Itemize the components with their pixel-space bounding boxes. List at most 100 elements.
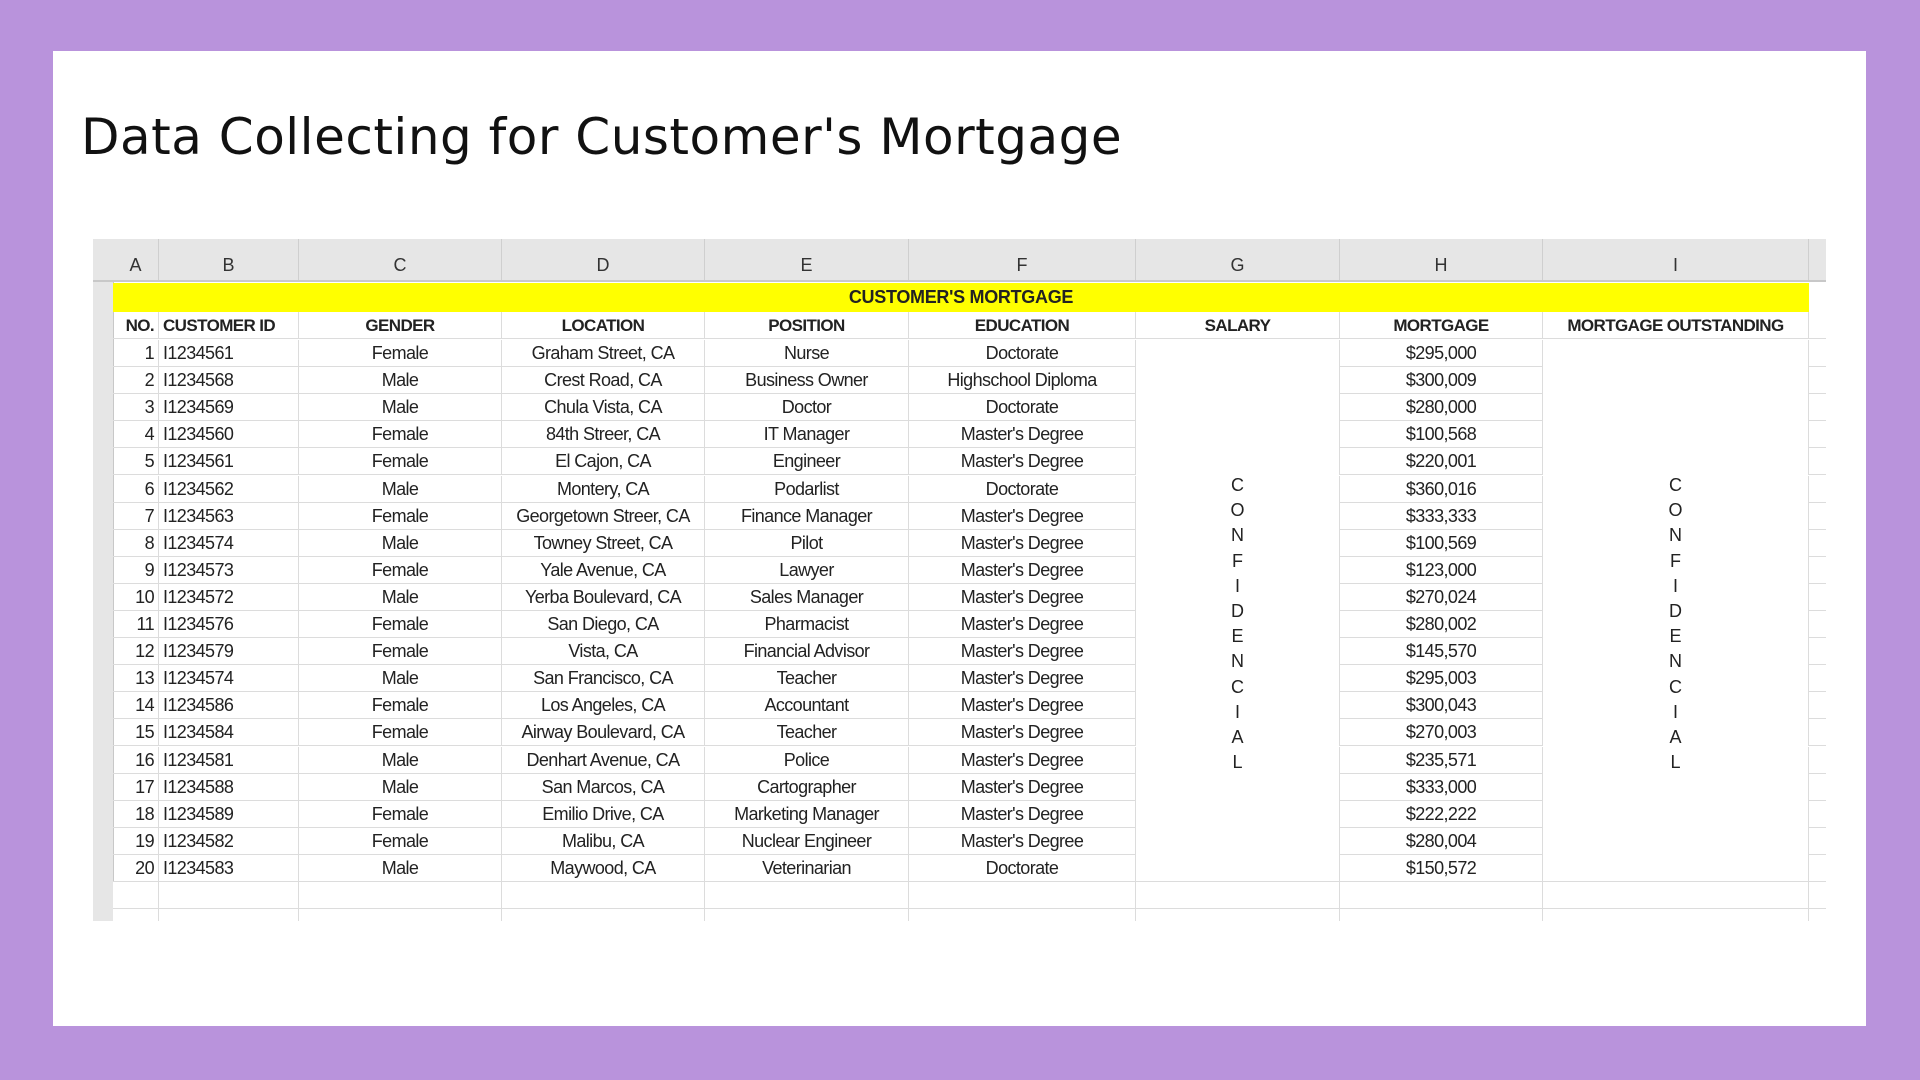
cell-position[interactable]: Podarlist: [705, 475, 909, 503]
cell-gender[interactable]: Female: [299, 502, 502, 530]
cell-no[interactable]: 3: [113, 394, 159, 422]
cell-salary[interactable]: [1136, 611, 1340, 638]
cell-customer-id[interactable]: [159, 882, 299, 909]
cell-customer-id[interactable]: [159, 909, 299, 921]
cell-position[interactable]: Marketing Manager: [705, 800, 909, 828]
cell-education[interactable]: [909, 882, 1136, 909]
cell-location[interactable]: Vista, CA: [502, 638, 705, 666]
cell-salary[interactable]: [1136, 448, 1340, 476]
cell-position[interactable]: Cartographer: [705, 773, 909, 801]
cell-mortgage[interactable]: $360,016: [1340, 475, 1543, 503]
cell-customer-id[interactable]: I1234574: [159, 529, 299, 557]
cell-salary[interactable]: [1136, 909, 1340, 921]
cell-customer-id[interactable]: I1234568: [159, 367, 299, 395]
cell-customer-id[interactable]: I1234573: [159, 556, 299, 584]
cell-mortgage[interactable]: $333,000: [1340, 773, 1543, 801]
cell-location[interactable]: Montery, CA: [502, 475, 705, 503]
cell-customer-id[interactable]: I1234563: [159, 502, 299, 530]
cell-mortgage[interactable]: $270,024: [1340, 583, 1543, 611]
cell-customer-id[interactable]: I1234562: [159, 475, 299, 503]
cell-mortgage-outstanding[interactable]: [1543, 583, 1809, 611]
cell-salary[interactable]: [1136, 746, 1340, 774]
cell-no[interactable]: 4: [113, 421, 159, 449]
cell-salary[interactable]: [1136, 367, 1340, 395]
cell-gender[interactable]: Female: [299, 448, 502, 476]
cell-salary[interactable]: [1136, 421, 1340, 449]
cell-location[interactable]: Yale Avenue, CA: [502, 556, 705, 584]
cell-position[interactable]: Pharmacist: [705, 611, 909, 638]
cell-mortgage-outstanding[interactable]: [1543, 746, 1809, 774]
cell-education[interactable]: Master's Degree: [909, 665, 1136, 693]
cell-no[interactable]: 8: [113, 529, 159, 557]
cell-gender[interactable]: Female: [299, 340, 502, 367]
cell-salary[interactable]: [1136, 340, 1340, 367]
cell-position[interactable]: [705, 882, 909, 909]
cell-customer-id[interactable]: I1234579: [159, 638, 299, 666]
column-letter-i[interactable]: I: [1543, 239, 1809, 280]
cell-no[interactable]: 9: [113, 556, 159, 584]
cell-mortgage-outstanding[interactable]: MORTGAGE OUTSTANDING: [1543, 312, 1809, 339]
cell-customer-id[interactable]: CUSTOMER ID: [159, 312, 299, 339]
cell-education[interactable]: Doctorate: [909, 854, 1136, 882]
cell-education[interactable]: Master's Degree: [909, 800, 1136, 828]
cell-gender[interactable]: GENDER: [299, 312, 502, 339]
cell-mortgage[interactable]: MORTGAGE: [1340, 312, 1543, 339]
cell-mortgage[interactable]: $295,000: [1340, 340, 1543, 367]
cell-mortgage[interactable]: [1340, 882, 1543, 909]
cell-mortgage[interactable]: $280,002: [1340, 611, 1543, 638]
cell-location[interactable]: Chula Vista, CA: [502, 394, 705, 422]
cell-education[interactable]: [909, 909, 1136, 921]
cell-mortgage[interactable]: $100,569: [1340, 529, 1543, 557]
cell-salary[interactable]: [1136, 583, 1340, 611]
cell-education[interactable]: Master's Degree: [909, 529, 1136, 557]
cell-mortgage-outstanding[interactable]: [1543, 800, 1809, 828]
cell-customer-id[interactable]: I1234581: [159, 746, 299, 774]
cell-education[interactable]: Doctorate: [909, 475, 1136, 503]
cell-no[interactable]: 12: [113, 638, 159, 666]
cell-no[interactable]: 7: [113, 502, 159, 530]
column-letter-b[interactable]: B: [159, 239, 299, 280]
cell-no[interactable]: 11: [113, 611, 159, 638]
cell-gender[interactable]: Male: [299, 529, 502, 557]
cell-mortgage-outstanding[interactable]: [1543, 611, 1809, 638]
cell-position[interactable]: Teacher: [705, 665, 909, 693]
cell-no[interactable]: 10: [113, 583, 159, 611]
cell-mortgage[interactable]: $123,000: [1340, 556, 1543, 584]
cell-customer-id[interactable]: I1234582: [159, 827, 299, 855]
cell-gender[interactable]: Female: [299, 611, 502, 638]
cell-gender[interactable]: Male: [299, 394, 502, 422]
cell-customer-id[interactable]: I1234561: [159, 340, 299, 367]
cell-position[interactable]: Engineer: [705, 448, 909, 476]
cell-customer-id[interactable]: I1234574: [159, 665, 299, 693]
cell-salary[interactable]: [1136, 556, 1340, 584]
cell-position[interactable]: Sales Manager: [705, 583, 909, 611]
cell-gender[interactable]: Female: [299, 800, 502, 828]
cell-no[interactable]: 19: [113, 827, 159, 855]
cell-mortgage-outstanding[interactable]: [1543, 502, 1809, 530]
cell-location[interactable]: Maywood, CA: [502, 854, 705, 882]
cell-gender[interactable]: Female: [299, 719, 502, 747]
cell-no[interactable]: 18: [113, 800, 159, 828]
cell-customer-id[interactable]: I1234588: [159, 773, 299, 801]
column-letter-f[interactable]: F: [909, 239, 1136, 280]
cell-customer-id[interactable]: I1234586: [159, 692, 299, 720]
cell-education[interactable]: Master's Degree: [909, 773, 1136, 801]
column-letter-g[interactable]: G: [1136, 239, 1340, 280]
cell-mortgage-outstanding[interactable]: [1543, 692, 1809, 720]
cell-education[interactable]: Highschool Diploma: [909, 367, 1136, 395]
cell-location[interactable]: Towney Street, CA: [502, 529, 705, 557]
cell-salary[interactable]: [1136, 882, 1340, 909]
cell-gender[interactable]: Male: [299, 773, 502, 801]
cell-education[interactable]: Master's Degree: [909, 827, 1136, 855]
cell-position[interactable]: Nuclear Engineer: [705, 827, 909, 855]
cell-position[interactable]: Lawyer: [705, 556, 909, 584]
cell-location[interactable]: San Francisco, CA: [502, 665, 705, 693]
cell-location[interactable]: [502, 909, 705, 921]
cell-customer-id[interactable]: I1234560: [159, 421, 299, 449]
cell-location[interactable]: Los Angeles, CA: [502, 692, 705, 720]
cell-mortgage-outstanding[interactable]: [1543, 340, 1809, 367]
cell-education[interactable]: Doctorate: [909, 394, 1136, 422]
cell-mortgage-outstanding[interactable]: [1543, 638, 1809, 666]
cell-mortgage[interactable]: $300,043: [1340, 692, 1543, 720]
cell-salary[interactable]: [1136, 394, 1340, 422]
